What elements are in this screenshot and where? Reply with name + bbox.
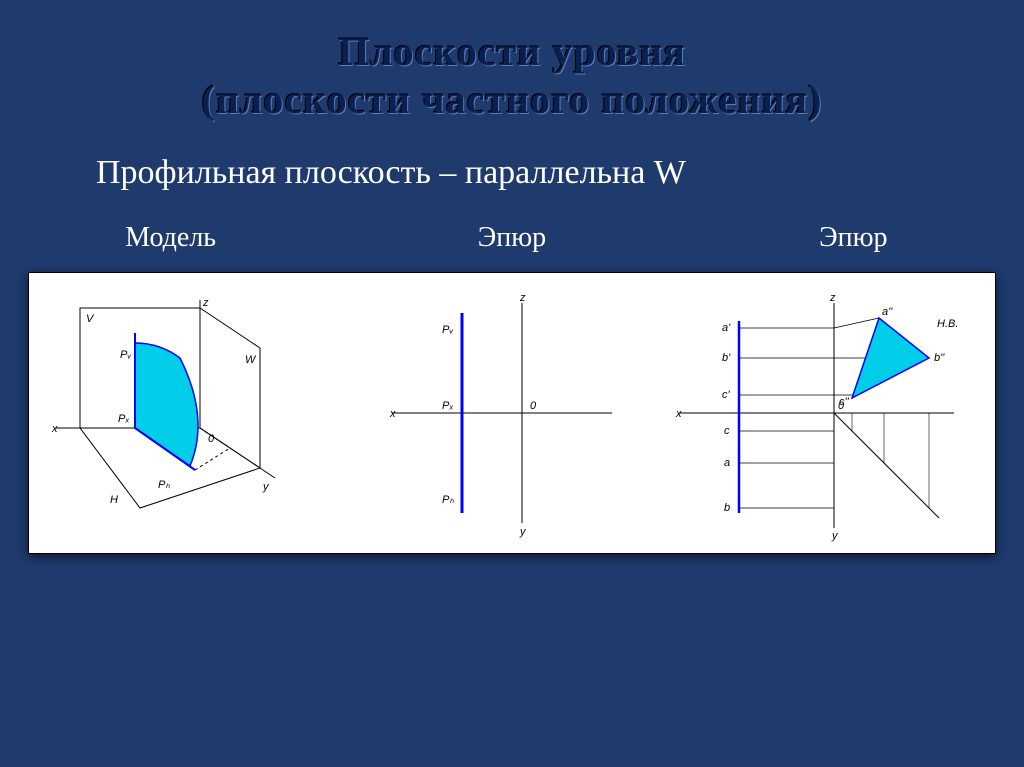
label-epure2: Эпюр <box>683 222 1024 254</box>
lbl3-NV: Н.В. <box>937 318 958 330</box>
lbl3-c2: c'' <box>839 396 850 408</box>
lbl2-z: z <box>519 292 526 304</box>
lbl-y: y <box>262 481 270 493</box>
lbl-O: 0 <box>208 433 215 445</box>
lbl3-z: z <box>829 292 836 304</box>
lbl3-x: x <box>675 408 682 420</box>
lbl-Px: Pₓ <box>118 413 130 425</box>
diagram-labels-row: Модель Эпюр Эпюр <box>0 222 1024 272</box>
lbl3-b: b <box>724 502 730 514</box>
diagram-epure-1: x y z 0 Pᵥ Pₓ Pₕ <box>362 283 642 543</box>
lbl3-c: c <box>724 425 730 437</box>
lbl2-x: x <box>389 408 396 420</box>
lbl2-y: y <box>519 526 527 538</box>
slide-title: Плоскости уровня (плоскости частного пол… <box>0 0 1024 124</box>
lbl-W: W <box>245 354 257 366</box>
lbl3-b1: b' <box>722 352 731 364</box>
lbl3-y: y <box>831 530 839 542</box>
lbl2-O: 0 <box>530 400 537 412</box>
lbl3-a1: a' <box>722 322 731 334</box>
lbl3-a2: a'' <box>882 306 893 318</box>
lbl-x: x <box>51 423 58 435</box>
lbl-Pv: Pᵥ <box>120 349 131 361</box>
lbl3-b2: b'' <box>934 352 945 364</box>
lbl-H: H <box>110 494 118 506</box>
lbl2-Pv: Pᵥ <box>442 324 453 336</box>
lbl2-Px: Pₓ <box>442 400 454 412</box>
diagram-model: V W H x z y 0 Pᵥ Pₓ Pₕ <box>40 283 340 543</box>
lbl-Ph: Pₕ <box>158 479 170 491</box>
label-epure1: Эпюр <box>341 222 682 254</box>
label-model: Модель <box>0 222 341 254</box>
title-line-2: (плоскости частного положения) <box>202 77 823 122</box>
lbl2-Ph: Pₕ <box>442 494 454 506</box>
slide-subtitle: Профильная плоскость – параллельна W <box>0 124 1024 222</box>
lbl3-c1: c' <box>722 389 731 401</box>
diagrams-panel: V W H x z y 0 Pᵥ Pₓ Pₕ x y z 0 Pᵥ Pₓ Pₕ <box>28 272 996 554</box>
title-line-1: Плоскости уровня <box>338 29 686 74</box>
lbl-V: V <box>86 313 95 325</box>
lbl-z: z <box>202 297 209 309</box>
diagram-epure-2: x z y 0 Н.В. a' b' c' c a b a'' b'' c'' <box>664 283 984 543</box>
lbl3-a: a <box>724 457 730 469</box>
